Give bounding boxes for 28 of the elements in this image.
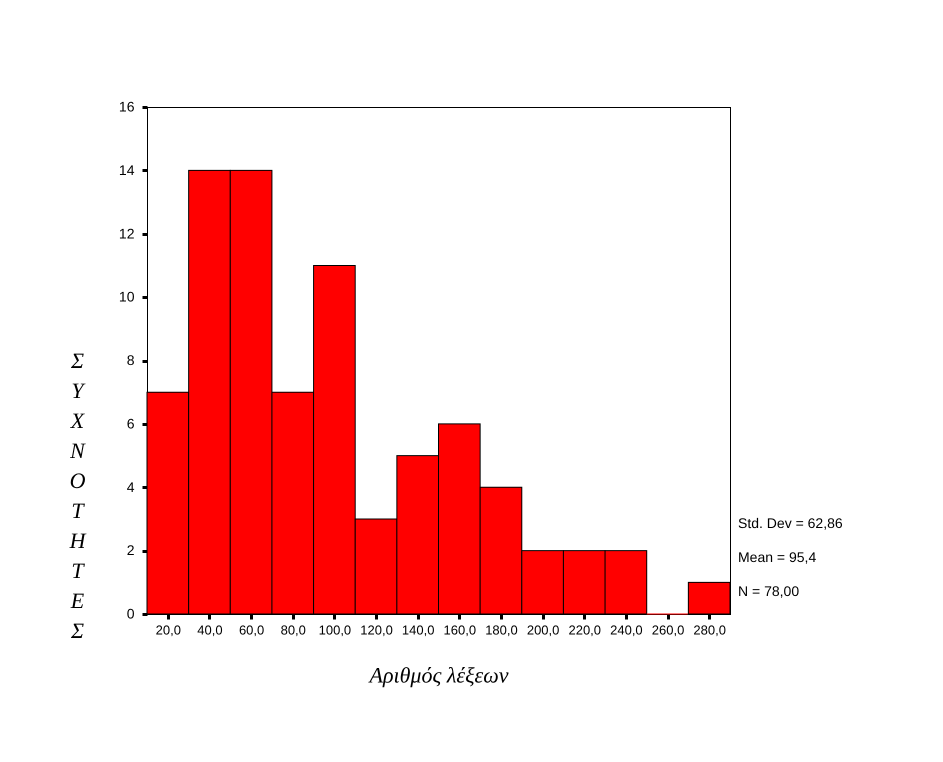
y-tick-label: 10: [118, 288, 135, 305]
x-tick-label: 260,0: [652, 622, 684, 638]
x-tick-label: 120,0: [360, 622, 393, 638]
x-axis-title: Αριθμός λέξεων: [368, 662, 509, 688]
text: ΣΥΧΝΟΤΗΤΕΣ: [70, 348, 86, 643]
y-tick-label: 6: [126, 415, 135, 432]
text: N = 78,00: [738, 583, 800, 599]
x-tick-label: 100,0: [318, 622, 352, 638]
x-tick-label: 60,0: [238, 622, 264, 638]
x-tick-label: 40,0: [197, 622, 223, 638]
y-tick-label: 16: [118, 98, 135, 114]
x-tick-label: 280,0: [693, 622, 726, 638]
x-tick-label: 180,0: [485, 622, 518, 638]
text: Mean = 95,4: [738, 549, 816, 565]
y-tick-label: 14: [118, 162, 135, 178]
y-tick-label: 8: [126, 352, 135, 368]
x-tick-label: 220,0: [568, 622, 602, 638]
y-tick-label: 2: [126, 542, 135, 558]
x-tick-label: 140,0: [402, 622, 434, 638]
y-tick-label: 4: [126, 478, 135, 495]
y-tick-label: 12: [118, 225, 135, 242]
x-tick-label: 80,0: [280, 622, 306, 638]
y-tick-label: 0: [126, 606, 135, 622]
text: Std. Dev = 62,86: [738, 515, 843, 531]
x-tick-label: 160,0: [444, 622, 476, 638]
x-tick-label: 200,0: [526, 622, 560, 638]
x-tick-label: 240,0: [610, 622, 643, 638]
x-tick-label: 20,0: [156, 622, 181, 638]
